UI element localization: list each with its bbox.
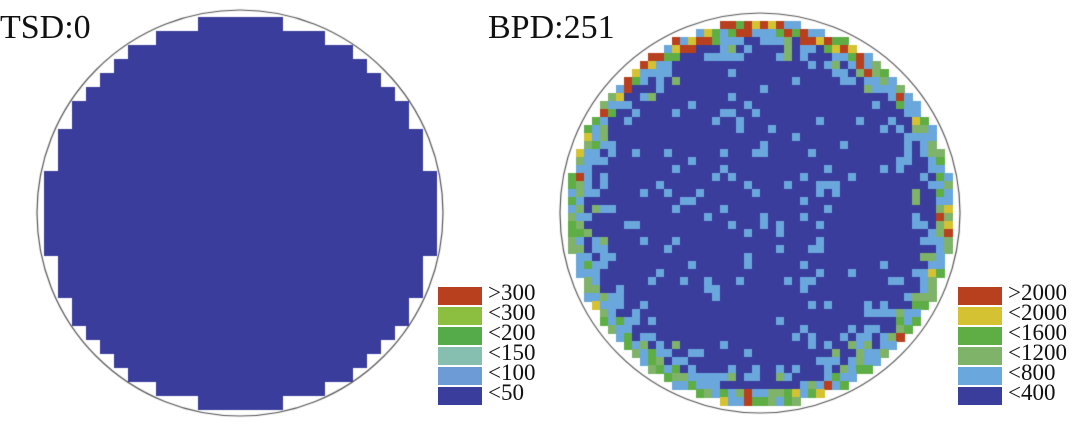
legend-label: <300	[488, 300, 536, 325]
legend-label: <50	[488, 380, 524, 405]
legend-label: <2000	[1008, 300, 1067, 325]
legend-label: <1200	[1008, 340, 1067, 365]
legend-swatch	[438, 287, 482, 305]
legend-label: <400	[1008, 380, 1056, 405]
legend-swatch	[438, 307, 482, 325]
legend-swatch	[958, 347, 1002, 365]
legend-label: <150	[488, 340, 536, 365]
legend-swatch	[438, 387, 482, 405]
legend-label: >2000	[1008, 280, 1067, 305]
legend-swatch	[958, 327, 1002, 345]
legend-swatch	[958, 387, 1002, 405]
legend-label: <200	[488, 320, 536, 345]
legend-label: >300	[488, 280, 536, 305]
bpd-title: BPD:251	[488, 9, 615, 46]
legend-swatch	[958, 367, 1002, 385]
legend-label: <800	[1008, 360, 1056, 385]
legend-label: <1600	[1008, 320, 1067, 345]
legend-swatch	[438, 327, 482, 345]
legend-swatch	[958, 307, 1002, 325]
legend-swatch	[438, 347, 482, 365]
legend-label: <100	[488, 360, 536, 385]
tsd-title: TSD:0	[0, 9, 91, 46]
legend-swatch	[438, 367, 482, 385]
legend-swatch	[958, 287, 1002, 305]
